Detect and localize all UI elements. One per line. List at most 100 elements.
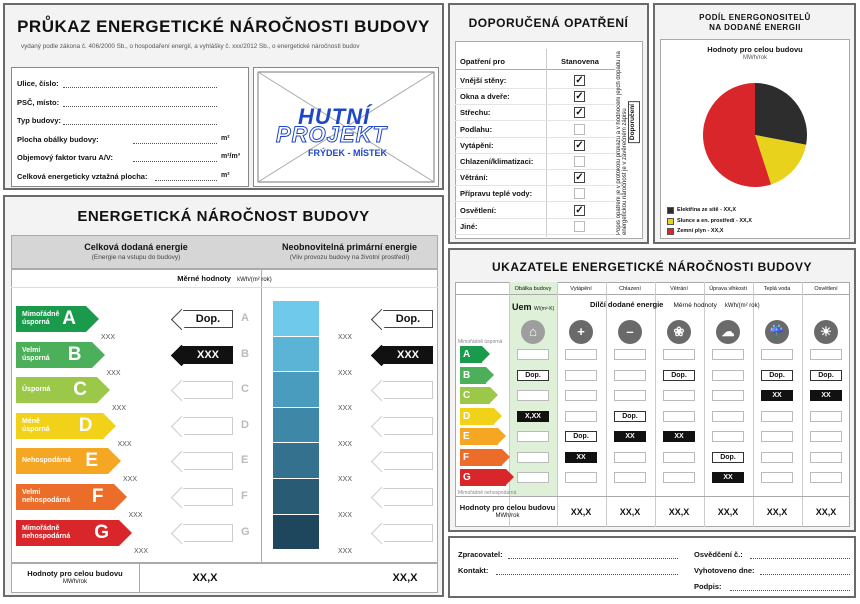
indicator-tag — [614, 349, 646, 360]
processor-label: Zpracovatel: — [458, 550, 503, 559]
info-field-label: Typ budovy: — [17, 116, 62, 125]
left-bottom-label: Mimořádně nehospodárná — [458, 490, 517, 496]
indicator-tag — [761, 349, 793, 360]
indicator-tag — [663, 349, 695, 360]
measure-rule — [455, 88, 615, 89]
info-field-label: PSČ, místo: — [17, 97, 60, 107]
energy-ghost-letter: F — [241, 490, 248, 502]
indicator-class-letter: C — [463, 390, 471, 401]
bulb-icon: ☀ — [814, 320, 838, 344]
primary-threshold: XXX — [338, 334, 353, 341]
primary-energy-segment — [273, 407, 319, 444]
measure-rule — [455, 233, 615, 235]
energy-ghost-letter: D — [241, 418, 249, 431]
measure-checkbox[interactable] — [574, 107, 585, 119]
measure-checkbox[interactable] — [574, 172, 585, 184]
info-field-label: Objemový faktor tvaru A/V: — [17, 153, 113, 162]
indicator-tag-text: XX — [772, 392, 782, 399]
indicator-class-letter: D — [463, 410, 471, 422]
legend-label: Elektřina ze sítě - XX,X — [677, 207, 736, 213]
primary-threshold: XXX — [338, 547, 353, 555]
certificate-label: Osvědčení č.: — [694, 550, 743, 559]
indicator-class-band: G — [460, 469, 514, 486]
measured-unit: kWh/(m² rok) — [237, 277, 272, 283]
carriers-title: PODÍL ENERGONOSITELŮ NA DODANÉ ENERGII — [699, 13, 811, 32]
recommended-side-tag: Doporučení — [628, 101, 640, 144]
primary-class-tag — [383, 523, 433, 542]
primary-threshold: XXX — [338, 476, 353, 484]
measure-checkbox[interactable] — [574, 220, 585, 232]
header-panel: PRŮKAZ ENERGETICKÉ NÁROČNOSTI BUDOVY vyd… — [3, 3, 444, 190]
measure-checkbox[interactable] — [574, 156, 585, 167]
indicator-total-value: XX,X — [570, 507, 592, 517]
measure-checkbox[interactable] — [574, 91, 585, 103]
indicator-column-rule — [704, 282, 705, 527]
primary-energy-segment — [273, 372, 319, 408]
indicator-class-letter: F — [463, 451, 470, 463]
energy-ghost-letter: E — [241, 454, 249, 467]
left-top-label: Mimořádně úsporná — [458, 339, 503, 345]
info-field-line — [63, 87, 217, 88]
energy-inner-rule — [11, 287, 438, 288]
indicator-tag — [712, 349, 744, 360]
energy-class-band: Nehospodárná E — [16, 448, 121, 475]
energy-footer — [11, 563, 438, 593]
measure-checkbox[interactable] — [574, 204, 585, 216]
primary-energy-segment — [273, 514, 319, 551]
logo-line-3: FRÝDEK - MÍSTEK — [308, 148, 388, 158]
indicator-tag: Dop. — [761, 369, 793, 381]
measure-rule — [455, 136, 615, 138]
recommended-panel: DOPORUČENÁ OPATŘENÍ Opatření pro Stanove… — [448, 3, 649, 244]
indicator-tag — [517, 431, 549, 442]
measure-checkbox[interactable] — [574, 123, 585, 135]
partial-header: Dílčí dodané energie Měrné hodnoty kWh/(… — [590, 300, 850, 309]
info-field-label: Ulice, číslo: — [17, 79, 59, 88]
primary-threshold: XXX — [338, 369, 353, 377]
signature-panel: Zpracovatel: Kontakt: Osvědčení č.: Vyho… — [448, 536, 856, 598]
indicator-tag-text: XX — [625, 433, 635, 440]
measure-checkbox[interactable] — [574, 75, 585, 86]
indicator-tag — [517, 451, 549, 463]
primary-class-tag — [383, 416, 433, 435]
col1-subtitle: (Energie na vstupu do budovy) — [91, 254, 181, 261]
info-field-line — [133, 142, 217, 144]
indicators-header-rule — [455, 294, 850, 295]
indicator-tag — [517, 390, 549, 401]
indicator-tag-text: Dop. — [525, 371, 541, 379]
indicator-tag: XX — [614, 431, 646, 442]
measure-rule — [455, 201, 615, 203]
measure-rule — [455, 217, 615, 219]
pie-slice-2 — [755, 135, 807, 185]
indicator-class-letter: E — [463, 431, 470, 442]
uem-label: Uem W/(m²·K) — [512, 302, 554, 312]
energy-footer-value-2: XX,X — [392, 572, 418, 584]
carriers-unit: MWh/rok — [743, 55, 767, 61]
measured-label-text: Měrné hodnoty — [177, 274, 231, 283]
indicator-class-letter: A — [463, 349, 471, 360]
energy-threshold: XXX — [117, 440, 132, 448]
energy-class-letter: E — [85, 450, 98, 472]
energy-class-letter: D — [78, 414, 93, 436]
indicator-tag — [810, 472, 842, 483]
col-measure: Opatření pro — [460, 57, 506, 66]
pie-slice-3 — [703, 83, 772, 187]
indicator-tag — [761, 451, 793, 463]
indicator-class-band: F — [460, 448, 510, 466]
primary-class-tag — [383, 452, 433, 471]
info-field-line — [133, 161, 217, 162]
partial-label: Dílčí dodané energie — [590, 300, 664, 309]
indicator-tag: Dop. — [663, 369, 695, 381]
indicator-tag — [565, 349, 597, 360]
energy-class-letter: G — [94, 521, 109, 543]
measure-checkbox[interactable] — [574, 188, 585, 200]
radiator-icon: + — [569, 320, 593, 344]
indicator-tag-text: Dop. — [622, 412, 638, 420]
indicator-column-rule — [557, 282, 558, 527]
energy-footer-unit: MWh/rok — [63, 579, 87, 585]
measure-checkbox[interactable] — [574, 139, 585, 151]
legend-swatch — [667, 217, 674, 225]
carriers-subtitle: Hodnoty pro celou budovu — [707, 45, 803, 54]
primary-class-tag — [383, 381, 433, 400]
energy-ghost-letter: B — [241, 347, 249, 360]
energy-class-label: Méně úsporná — [22, 417, 50, 433]
